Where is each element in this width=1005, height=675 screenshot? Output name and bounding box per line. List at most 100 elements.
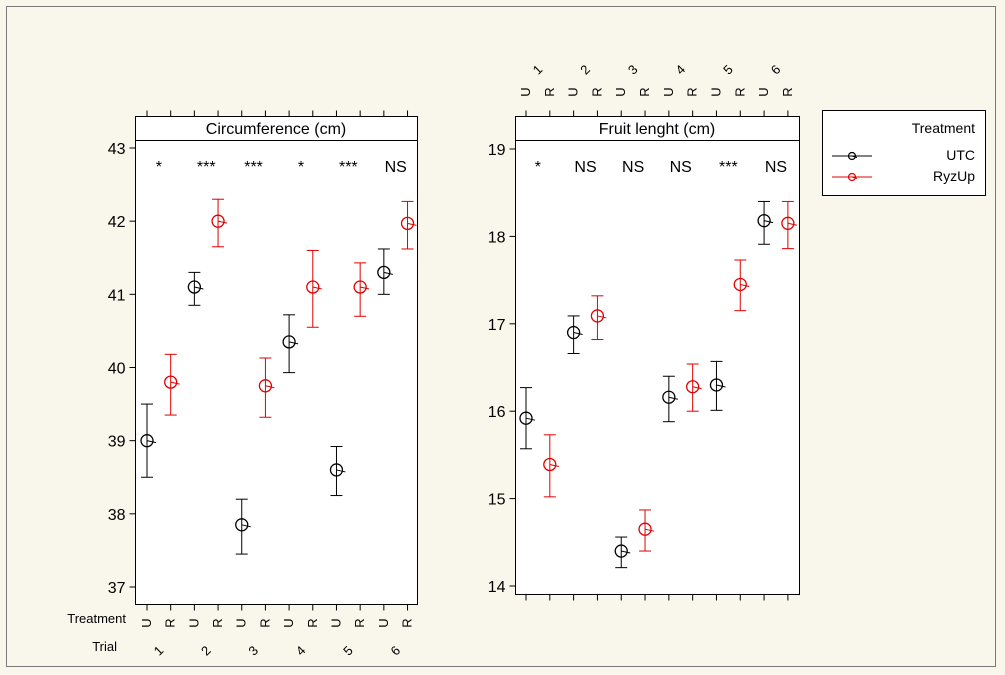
mean-marker [235, 518, 249, 532]
mean-connector [336, 469, 346, 473]
treatment-code-label: R [257, 618, 272, 627]
mean-connector [170, 381, 180, 385]
y-tick-label: 15 [488, 492, 506, 509]
mean-connector [716, 384, 726, 388]
legend-entry-utc: UTC [832, 147, 975, 163]
mean-connector [787, 222, 797, 226]
mean-marker [543, 457, 557, 472]
y-tick-label: 17 [488, 317, 506, 334]
treatment-code-label: U [613, 87, 628, 96]
significance-label: *** [197, 159, 216, 176]
legend-ryzup-marker [847, 172, 857, 182]
mean-connector [194, 286, 204, 290]
treatment-code-label: R [637, 87, 652, 96]
treatment-axis-label: Treatment [67, 611, 126, 626]
y-tick-label: 14 [488, 579, 506, 596]
treatment-code-label: R [589, 87, 604, 96]
mean-connector [241, 524, 251, 528]
mean-connector [265, 385, 275, 389]
mean-marker [686, 380, 700, 394]
mean-marker [258, 379, 273, 393]
y-tick-label: 37 [108, 580, 126, 597]
legend-ryzup-label: RyzUp [933, 168, 975, 184]
mean-marker [353, 280, 367, 294]
treatment-code-label: U [756, 87, 771, 96]
legend-title: Treatment [912, 120, 975, 136]
mean-marker [400, 216, 415, 231]
treatment-code-label: R [210, 618, 225, 627]
legend-utc-label: UTC [946, 147, 975, 163]
mean-marker [590, 309, 605, 323]
mean-connector [312, 286, 322, 290]
trial-axis-label: Trial [92, 639, 117, 654]
mean-connector [146, 440, 157, 444]
treatment-code-label: R [685, 87, 700, 96]
significance-label: NS [670, 159, 692, 176]
mean-connector [288, 341, 299, 345]
mean-connector [597, 315, 607, 319]
treatment-code-label: R [352, 618, 367, 627]
treatment-code-label: R [780, 87, 795, 96]
mean-marker [566, 325, 581, 340]
mean-connector [407, 222, 417, 226]
mean-marker [638, 522, 652, 536]
treatment-code-label: R [542, 87, 557, 96]
figure-frame [6, 6, 996, 667]
y-tick-label: 43 [108, 141, 126, 158]
treatment-code-label: R [732, 87, 747, 96]
y-tick-label: 40 [108, 361, 126, 378]
treatment-code-label: U [566, 87, 581, 96]
y-tick-label: 16 [488, 404, 506, 421]
mean-marker [140, 434, 154, 448]
treatment-code-label: U [139, 618, 154, 627]
mean-marker [662, 390, 676, 404]
mean-marker [614, 544, 628, 558]
circumference-plot-area [135, 116, 418, 605]
y-tick-label: 42 [108, 214, 126, 231]
mean-connector [383, 271, 393, 275]
treatment-code-label: U [708, 87, 723, 96]
legend-utc-tick [851, 155, 858, 158]
treatment-code-label: U [518, 87, 533, 96]
mean-marker [282, 335, 296, 349]
mean-connector [668, 396, 678, 400]
fruit-length-panel-title: Fruit lenght (cm) [599, 121, 715, 138]
significance-label: NS [385, 159, 407, 176]
legend-utc-marker [847, 151, 857, 161]
significance-label: *** [339, 159, 358, 176]
mean-connector [621, 550, 631, 554]
mean-connector [763, 220, 774, 224]
legend: Treatment UTC RyzUp [822, 110, 986, 196]
mean-marker [164, 375, 178, 389]
significance-label: NS [765, 159, 787, 176]
treatment-code-label: R [305, 618, 320, 627]
y-tick-label: 41 [108, 287, 126, 304]
y-tick-label: 39 [108, 434, 126, 451]
treatment-code-label: U [328, 618, 343, 627]
treatment-code-label: R [163, 618, 178, 627]
mean-connector [360, 286, 370, 290]
y-tick-label: 18 [488, 229, 506, 246]
significance-label: NS [622, 159, 644, 176]
mean-marker [519, 411, 533, 425]
treatment-code-label: U [376, 618, 391, 627]
mean-connector [692, 386, 702, 390]
significance-label: * [298, 159, 304, 176]
fruit-length-plot-area [515, 116, 800, 595]
treatment-code-label: U [186, 618, 201, 627]
legend-ryzup-tick [851, 176, 858, 179]
mean-marker [377, 265, 391, 280]
mean-marker [757, 214, 771, 228]
y-tick-label: 19 [488, 142, 506, 159]
significance-label: *** [244, 159, 263, 176]
mean-connector [644, 528, 655, 532]
mean-marker [709, 378, 724, 392]
mean-connector [217, 220, 228, 224]
mean-marker [329, 463, 344, 477]
mean-marker [187, 280, 202, 294]
